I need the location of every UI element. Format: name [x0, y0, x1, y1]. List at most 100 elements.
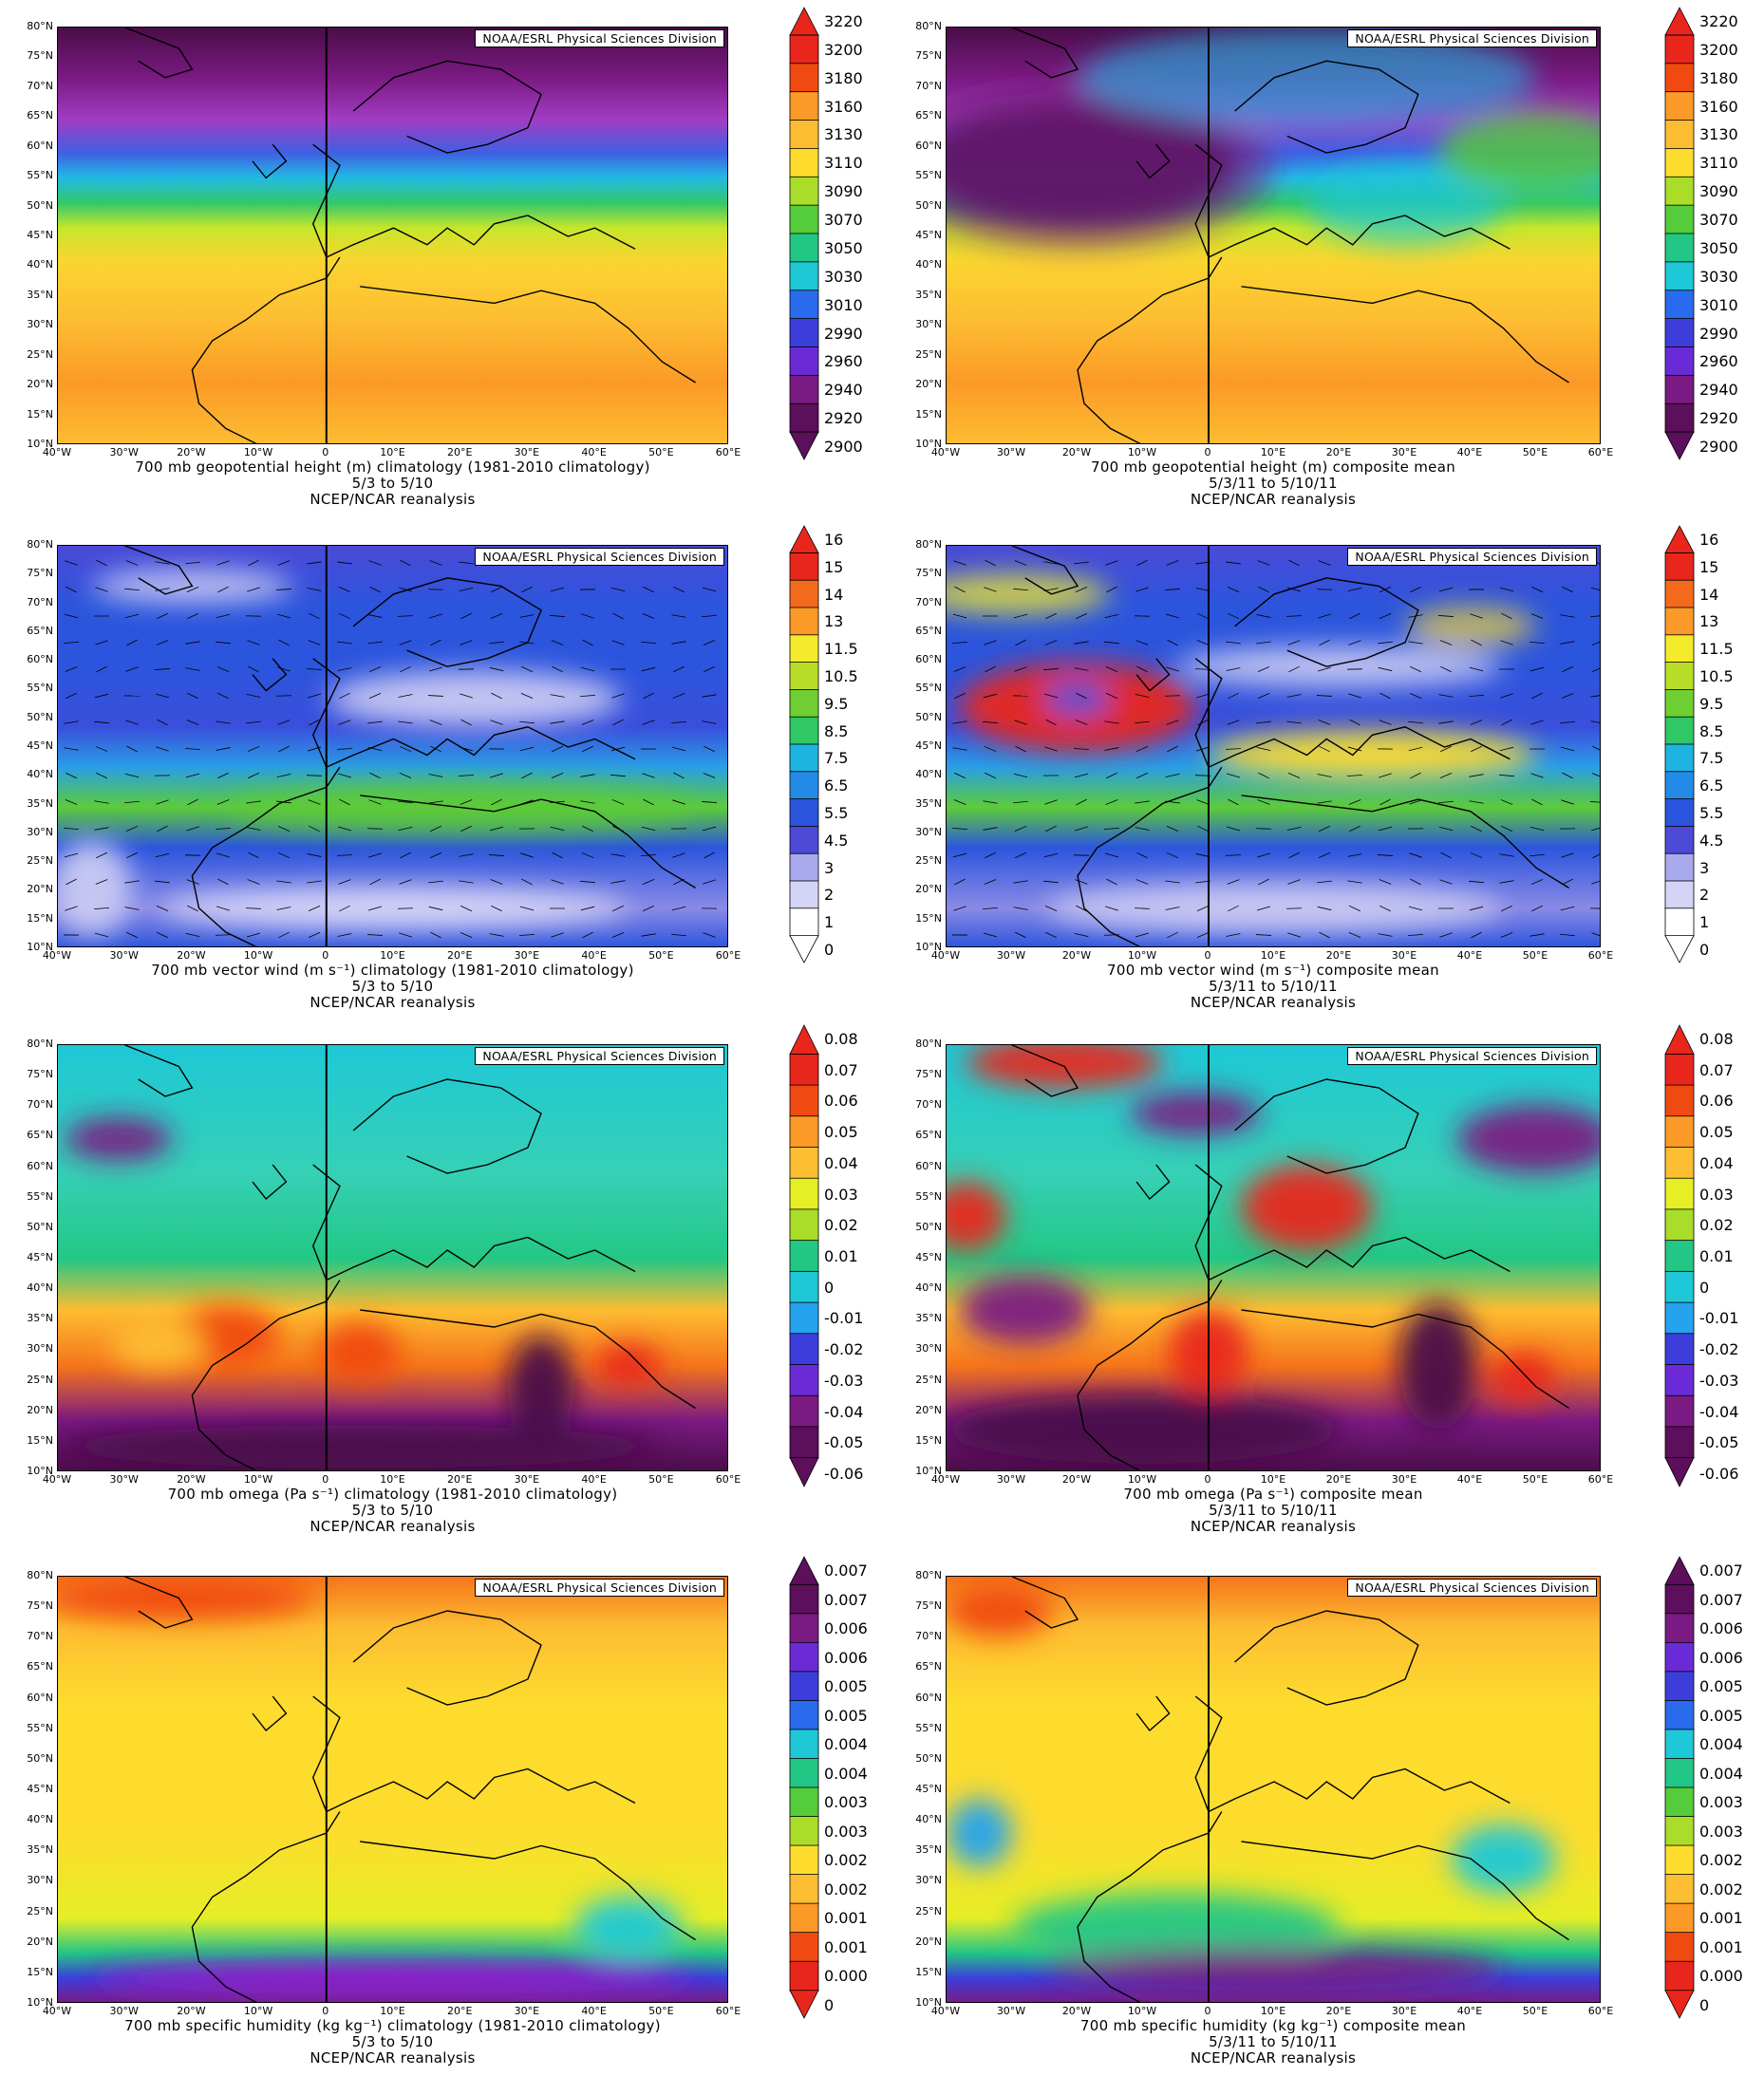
coastline	[311, 1695, 636, 1813]
colorbar-segment	[789, 63, 819, 93]
wind-arrow	[704, 851, 715, 859]
lat-tick-label: 20°N	[915, 1935, 942, 1948]
lon-tick-label: 0	[322, 2005, 329, 2017]
wind-arrow	[1591, 880, 1600, 885]
wind-arrow	[519, 906, 535, 911]
wind-arrow	[187, 798, 198, 806]
caption-dates: 5/3/11 to 5/10/11	[1209, 1502, 1338, 1519]
colorbar-segment	[789, 1301, 819, 1335]
wind-arrow	[1135, 720, 1150, 724]
wind-arrow	[369, 586, 381, 593]
colorbar-tick-label: 0.001	[1699, 1909, 1743, 1928]
coastline	[1241, 1841, 1569, 1941]
wind-arrow	[1167, 745, 1178, 753]
wind-arrow	[400, 665, 411, 673]
field-feature	[58, 839, 132, 937]
lat-tick-label: 20°N	[915, 883, 942, 896]
wind-arrow	[460, 693, 473, 699]
lat-tick-label: 10°N	[27, 438, 53, 450]
wind-arrow	[1349, 825, 1361, 832]
lat-tick-label: 65°N	[915, 624, 942, 637]
field-feature	[1044, 884, 1504, 933]
wind-arrow	[1590, 828, 1600, 832]
wind-arrow	[367, 934, 383, 936]
wind-arrow	[248, 665, 259, 673]
wind-arrow	[1318, 613, 1331, 619]
lat-tick-label: 35°N	[27, 288, 53, 301]
wind-arrow	[1469, 694, 1484, 698]
caption-dates: 5/3 to 5/10	[351, 2033, 434, 2050]
lon-tick-label: 40°E	[1456, 2005, 1483, 2017]
wind-arrow	[1590, 801, 1600, 803]
wind-arrow	[551, 932, 564, 938]
colorbar-tick-label: 0.007	[1699, 1590, 1743, 1609]
colorbar-segment	[1664, 716, 1695, 745]
colorbar-tick-label: 0.000	[824, 1967, 868, 1986]
lon-tick-label: 0	[1204, 446, 1211, 458]
wind-arrow	[1529, 641, 1545, 645]
wind-arrow	[367, 747, 383, 751]
colorbar-tick-label: 0.005	[1699, 1677, 1743, 1696]
coastline	[360, 1309, 696, 1410]
colorbar-segment	[789, 1613, 819, 1644]
wind-arrow	[1438, 720, 1454, 724]
lon-tick-label: 30°W	[109, 446, 139, 458]
lon-tick-label: 30°E	[514, 1473, 540, 1486]
field-feature	[947, 1799, 1012, 1867]
wind-arrow	[702, 720, 717, 724]
wind-arrow	[1288, 665, 1300, 673]
colorbar-segment	[1664, 34, 1695, 65]
wind-arrow	[94, 693, 109, 699]
wind-arrow	[94, 932, 109, 938]
lon-tick-label: 40°W	[930, 1473, 961, 1486]
colorbar-tick-label: 3090	[824, 182, 863, 201]
wind-arrow	[1378, 826, 1393, 832]
colorbar-segment	[789, 1874, 819, 1905]
colorbar-tick-label: 0.006	[1699, 1619, 1743, 1638]
wind-arrow	[1471, 639, 1482, 646]
map-geopotential-height-left: NOAA/ESRL Physical Sciences Division	[57, 27, 728, 444]
wind-arrow	[430, 639, 441, 646]
wind-arrow	[1409, 693, 1422, 699]
lon-tick-label: 40°E	[581, 2005, 607, 2017]
lat-tick-label: 50°N	[27, 198, 53, 212]
colorbar-top-arrow	[789, 7, 819, 36]
map-field	[947, 28, 1600, 443]
wind-arrow	[185, 667, 200, 671]
wind-arrow	[552, 665, 563, 673]
wind-arrow	[580, 694, 595, 698]
lat-tick-label: 80°N	[27, 538, 53, 551]
colorbar-tick-label: 0.04	[1699, 1153, 1734, 1172]
lon-tick-label: 20°W	[1061, 949, 1092, 962]
wind-arrow	[1560, 933, 1575, 937]
wind-arrow	[1075, 612, 1088, 620]
wind-arrow	[954, 878, 966, 886]
wind-arrow	[1438, 694, 1454, 698]
colorbar	[789, 525, 819, 963]
map-caption: 700 mb omega (Pa s⁻¹) composite mean 5/3/…	[946, 1487, 1601, 1535]
field-feature	[1451, 1824, 1556, 1893]
wind-arrow	[216, 641, 231, 645]
lat-tick-label: 60°N	[27, 1691, 53, 1704]
wind-arrow	[520, 799, 534, 805]
wind-arrow	[1135, 932, 1150, 938]
colorbar-tick-label: 3	[1699, 858, 1710, 877]
wind-arrow	[1257, 665, 1270, 673]
wind-arrow	[1106, 878, 1117, 886]
colorbar-segment	[789, 1053, 819, 1086]
field-feature	[947, 82, 1274, 250]
wind-arrow	[491, 798, 502, 806]
colorbar-tick-label: 9.5	[824, 694, 849, 713]
colorbar-tick-label: 11.5	[824, 640, 858, 659]
lat-tick-label: 45°N	[27, 229, 53, 241]
wind-arrow	[96, 772, 107, 779]
lat-tick-label: 50°N	[27, 1751, 53, 1765]
wind-arrow	[124, 880, 140, 884]
wind-arrow	[277, 560, 291, 566]
colorbar-tick-label: -0.04	[824, 1402, 864, 1421]
lon-tick-label: 10°W	[1127, 2005, 1157, 2017]
lon-tick-label: 60°E	[1587, 446, 1614, 458]
wind-arrow	[1226, 667, 1241, 671]
wind-arrow	[1286, 826, 1302, 832]
wind-arrow	[157, 719, 168, 726]
